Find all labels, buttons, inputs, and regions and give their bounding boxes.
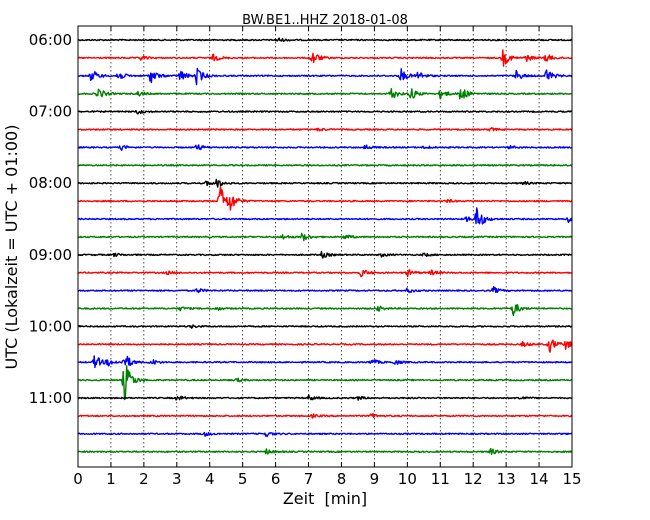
x-tick-label: 14 — [530, 470, 549, 488]
x-tick-label: 1 — [106, 470, 116, 488]
trace-0845 — [77, 232, 573, 242]
trace-0930 — [77, 286, 573, 294]
x-tick-label: 9 — [370, 470, 380, 488]
x-tick-label: 6 — [271, 470, 281, 488]
trace-0745 — [77, 163, 573, 167]
trace-1015 — [77, 339, 573, 353]
trace-1145 — [77, 447, 573, 455]
trace-1130 — [77, 431, 573, 438]
trace-0945 — [78, 304, 573, 317]
y-tick-label: 08:00 — [29, 174, 72, 192]
x-tick-label: 11 — [431, 470, 450, 488]
trace-0715 — [77, 127, 573, 132]
x-axis-ticks: 0 1 2 3 4 5 6 7 8 9 10 11 12 13 14 15 — [73, 26, 582, 488]
plot-frame — [77, 25, 573, 468]
x-tick-label: 3 — [172, 470, 182, 488]
trace-1115 — [77, 412, 573, 419]
x-axis-label: Zeit [min] — [283, 489, 367, 508]
y-tick-label: 09:00 — [29, 246, 72, 264]
trace-0815 — [77, 185, 573, 211]
x-tick-label: 13 — [497, 470, 516, 488]
trace-0830 — [77, 207, 573, 225]
trace-0645 — [77, 87, 573, 100]
trace-1100 — [77, 394, 573, 401]
x-tick-label: 2 — [139, 470, 149, 488]
y-tick-label: 10:00 — [29, 317, 72, 335]
y-axis-label: UTC (Lokalzeit = UTC + 01:00) — [2, 125, 21, 370]
trace-0615 — [77, 49, 573, 67]
trace-1045 — [77, 365, 573, 401]
trace-0630 — [77, 67, 573, 86]
x-tick-label: 4 — [205, 470, 215, 488]
y-axis-ticks: 06:00 07:00 08:00 09:00 10:00 11:00 — [29, 31, 572, 407]
x-tick-label: 5 — [238, 470, 248, 488]
trace-1030 — [77, 355, 573, 369]
x-tick-label: 12 — [464, 470, 483, 488]
x-tick-label: 10 — [398, 470, 417, 488]
x-tick-label: 15 — [562, 470, 581, 488]
chart-title: BW.BE1..HHZ 2018-01-08 — [242, 13, 408, 28]
trace-0700 — [77, 109, 573, 115]
trace-layer — [77, 37, 573, 455]
x-tick-label: 7 — [304, 470, 314, 488]
trace-0800 — [77, 178, 573, 188]
x-tick-label: 8 — [337, 470, 347, 488]
gridlines — [110, 26, 540, 467]
trace-0600 — [77, 37, 573, 43]
trace-0730 — [77, 144, 573, 151]
y-tick-label: 06:00 — [29, 31, 72, 49]
x-tick-label: 0 — [73, 470, 83, 488]
trace-0900 — [77, 250, 573, 259]
y-tick-label: 11:00 — [29, 389, 72, 407]
y-tick-label: 07:00 — [29, 103, 72, 121]
trace-1000 — [77, 324, 573, 329]
trace-0915 — [77, 269, 573, 278]
